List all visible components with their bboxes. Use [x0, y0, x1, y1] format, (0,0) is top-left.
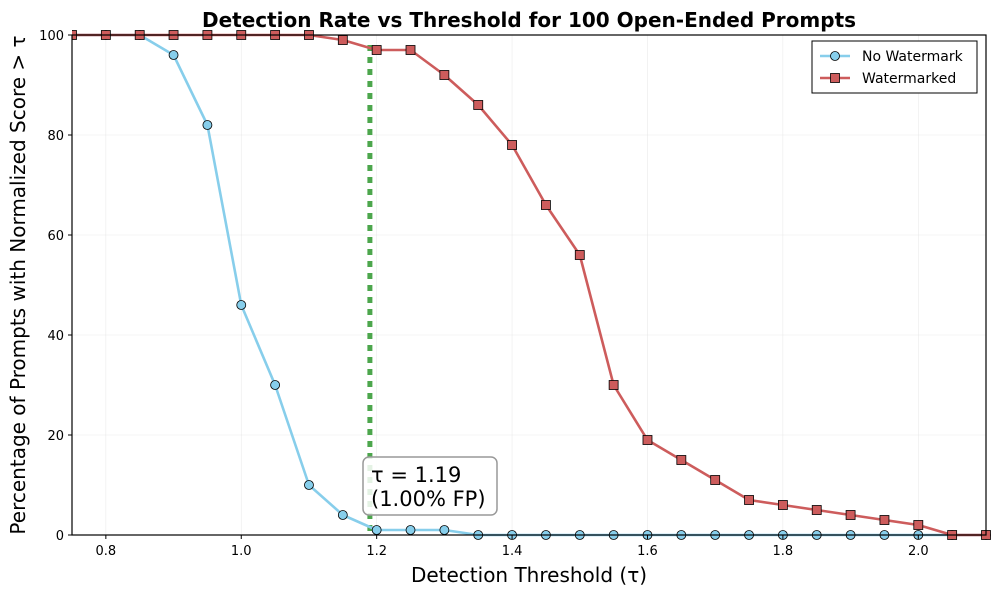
series-line [72, 33, 986, 537]
data-point [439, 70, 450, 80]
x-tick-label: 1.8 [773, 544, 794, 559]
y-axis-ticks: 0 20 40 60 80 100 [39, 29, 72, 544]
data-point [811, 505, 822, 515]
grid-lines [72, 34, 986, 536]
data-point [777, 500, 788, 510]
y-tick-label: 60 [47, 229, 64, 244]
legend-label-no-watermark: No Watermark [862, 49, 964, 65]
x-tick-label: 1.4 [502, 544, 523, 559]
data-point [371, 45, 382, 55]
annotation-box [362, 456, 498, 516]
y-tick-label: 40 [47, 329, 64, 344]
data-point [439, 525, 450, 535]
threshold-annotation: τ = 1.19 (1.00% FP) [362, 456, 498, 516]
plot-frame [71, 34, 987, 536]
data-point [879, 515, 890, 525]
chart-title: Detection Rate vs Threshold for 100 Open… [202, 8, 856, 32]
x-tick-label: 1.6 [637, 544, 658, 559]
data-point [405, 45, 416, 55]
data-point [676, 455, 687, 465]
legend-marker-watermarked [830, 73, 840, 83]
data-point [270, 380, 281, 390]
data-point [371, 525, 382, 535]
series-no-watermark [72, 30, 991, 540]
legend-label-watermarked: Watermarked [862, 71, 956, 87]
x-tick-label: 0.8 [96, 544, 117, 559]
data-point [608, 380, 619, 390]
y-tick-label: 100 [39, 29, 64, 44]
annotation-false-positive: (1.00% FP) [371, 487, 486, 511]
data-point [202, 120, 213, 130]
x-tick-label: 2.0 [908, 544, 929, 559]
y-axis-label: Percentage of Prompts with Normalized Sc… [6, 35, 30, 534]
y-tick-label: 80 [47, 129, 64, 144]
x-axis-ticks: 0.8 1.0 1.2 1.4 1.6 1.8 2.0 [96, 535, 929, 559]
legend: No Watermark Watermarked [811, 40, 978, 94]
data-point [845, 510, 856, 520]
data-point [710, 475, 721, 485]
x-tick-label: 1.0 [231, 544, 252, 559]
data-point [236, 300, 247, 310]
x-axis-label: Detection Threshold (τ) [411, 563, 647, 587]
series-line [72, 33, 986, 537]
data-point [541, 200, 551, 210]
data-point [337, 510, 348, 520]
x-tick-label: 1.2 [366, 544, 387, 559]
data-point [168, 50, 179, 60]
data-point [642, 435, 653, 445]
legend-box [811, 40, 978, 94]
data-point [913, 520, 924, 530]
series-watermarked [72, 30, 991, 540]
legend-marker-no-watermark [830, 51, 840, 61]
data-point [337, 35, 348, 45]
series-layer [72, 30, 991, 540]
data-point [507, 140, 517, 150]
data-point [574, 250, 585, 260]
data-point [744, 495, 754, 505]
y-tick-label: 0 [56, 529, 64, 544]
annotation-threshold-value: τ = 1.19 [371, 463, 461, 487]
data-point [473, 100, 484, 110]
data-point [304, 480, 314, 490]
data-point [405, 525, 416, 535]
y-tick-label: 20 [47, 429, 64, 444]
